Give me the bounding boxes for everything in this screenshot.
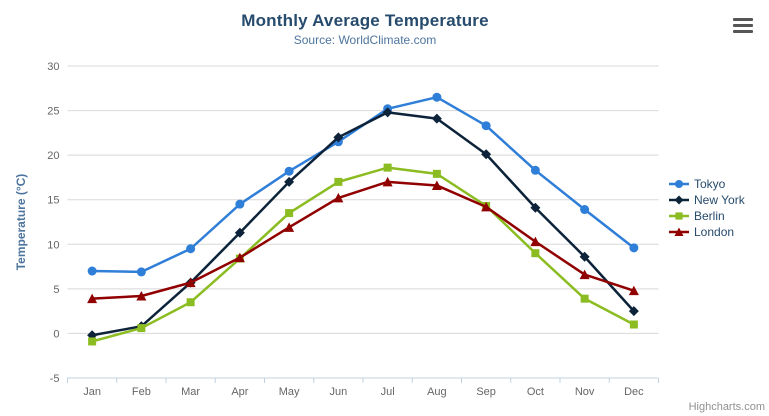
data-point-marker[interactable] [674, 227, 684, 237]
data-point-marker[interactable] [579, 269, 590, 280]
data-point-marker[interactable] [235, 199, 245, 209]
data-point-marker[interactable] [334, 177, 343, 186]
series-new-york [87, 107, 639, 341]
data-point-marker[interactable] [285, 209, 294, 218]
series-line-new-york[interactable] [90, 111, 636, 337]
data-point-marker[interactable] [284, 166, 294, 176]
data-point-marker[interactable] [382, 107, 393, 118]
y-tick-label: 10 [47, 239, 59, 251]
legend-item-tokyo[interactable]: Tokyo [669, 176, 745, 192]
data-point-marker[interactable] [628, 306, 639, 317]
data-point-marker[interactable] [579, 251, 590, 262]
data-point-marker[interactable] [432, 169, 441, 178]
menu-bar [733, 17, 753, 21]
data-point-marker[interactable] [675, 212, 683, 220]
data-point-marker[interactable] [87, 266, 97, 276]
x-tick-label: Jul [381, 386, 395, 398]
data-point-marker[interactable] [580, 205, 590, 215]
legend-label: Berlin [694, 209, 725, 223]
data-point-marker[interactable] [431, 180, 442, 190]
x-tick-label: Mar [181, 386, 200, 398]
legend-marker-square-icon [669, 212, 689, 220]
data-point-marker[interactable] [431, 113, 442, 124]
y-tick-label: 15 [47, 195, 59, 207]
y-tick-label: 5 [53, 284, 59, 296]
data-point-marker[interactable] [580, 294, 589, 303]
data-point-marker[interactable] [136, 267, 146, 277]
data-point-marker[interactable] [186, 298, 195, 307]
data-point-marker[interactable] [629, 320, 638, 329]
menu-bar [733, 23, 753, 27]
data-point-marker[interactable] [674, 179, 684, 189]
data-point-marker[interactable] [284, 176, 295, 187]
chart-title: Monthly Average Temperature [241, 11, 489, 30]
data-point-marker[interactable] [629, 243, 639, 253]
y-tick-label: 25 [47, 106, 59, 118]
data-point-marker[interactable] [185, 277, 196, 288]
y-tick-label: 30 [47, 61, 59, 73]
series-line-berlin[interactable] [90, 166, 636, 343]
data-point-marker[interactable] [333, 132, 344, 143]
data-point-marker[interactable] [234, 252, 245, 263]
legend-item-new-york[interactable]: New York [669, 192, 745, 208]
legend: Tokyo New York Berlin London [669, 176, 745, 240]
legend-marker-circle-icon [669, 179, 689, 189]
legend-marker-triangle-icon [669, 227, 689, 237]
data-point-marker[interactable] [481, 121, 491, 131]
data-point-marker[interactable] [234, 227, 245, 238]
data-point-marker[interactable] [284, 222, 295, 232]
series-london [87, 176, 639, 304]
x-tick-label: Sep [476, 386, 496, 398]
data-point-marker[interactable] [87, 293, 98, 304]
data-point-marker[interactable] [186, 244, 196, 254]
x-tick-label: Jun [330, 386, 348, 398]
chart-subtitle: Source: WorldClimate.com [293, 33, 437, 47]
data-point-marker[interactable] [88, 337, 97, 346]
x-tick-label: Apr [231, 386, 248, 398]
data-point-marker[interactable] [383, 163, 392, 172]
x-tick-label: Aug [427, 386, 447, 398]
menu-bar [733, 29, 753, 33]
y-tick-label: 20 [47, 150, 59, 162]
series-line-tokyo[interactable] [90, 95, 636, 274]
series-tokyo [87, 92, 639, 277]
legend-item-berlin[interactable]: Berlin [669, 208, 745, 224]
data-point-marker[interactable] [481, 201, 492, 212]
data-point-marker[interactable] [432, 92, 442, 102]
hamburger-menu-icon[interactable] [730, 15, 756, 35]
data-point-marker[interactable] [674, 195, 684, 205]
x-tick-label: Nov [575, 386, 595, 398]
y-axis-title: Temperature (°C) [14, 174, 28, 271]
data-point-marker[interactable] [137, 324, 146, 333]
series-line-london[interactable] [90, 180, 636, 300]
x-tick-label: Dec [624, 386, 644, 398]
legend-label: Tokyo [694, 177, 726, 191]
y-tick-label: 0 [53, 328, 59, 340]
legend-marker-diamond-icon [669, 195, 689, 205]
x-tick-label: Oct [527, 386, 544, 398]
data-point-marker[interactable] [382, 176, 393, 187]
data-point-marker[interactable] [481, 149, 492, 160]
data-point-marker[interactable] [530, 202, 541, 213]
y-tick-label: -5 [50, 373, 60, 385]
x-tick-label: May [279, 386, 300, 398]
legend-label: London [694, 225, 735, 239]
data-point-marker[interactable] [530, 165, 540, 175]
data-point-marker[interactable] [531, 249, 540, 258]
legend-item-london[interactable]: London [669, 224, 745, 240]
credits-link[interactable]: Highcharts.com [688, 401, 765, 413]
data-point-marker[interactable] [136, 290, 147, 301]
data-point-marker[interactable] [530, 236, 541, 247]
data-point-marker[interactable] [628, 285, 639, 296]
data-point-marker[interactable] [333, 192, 344, 203]
x-tick-label: Jan [83, 386, 101, 398]
x-tick-label: Feb [132, 386, 151, 398]
legend-label: New York [694, 193, 745, 207]
